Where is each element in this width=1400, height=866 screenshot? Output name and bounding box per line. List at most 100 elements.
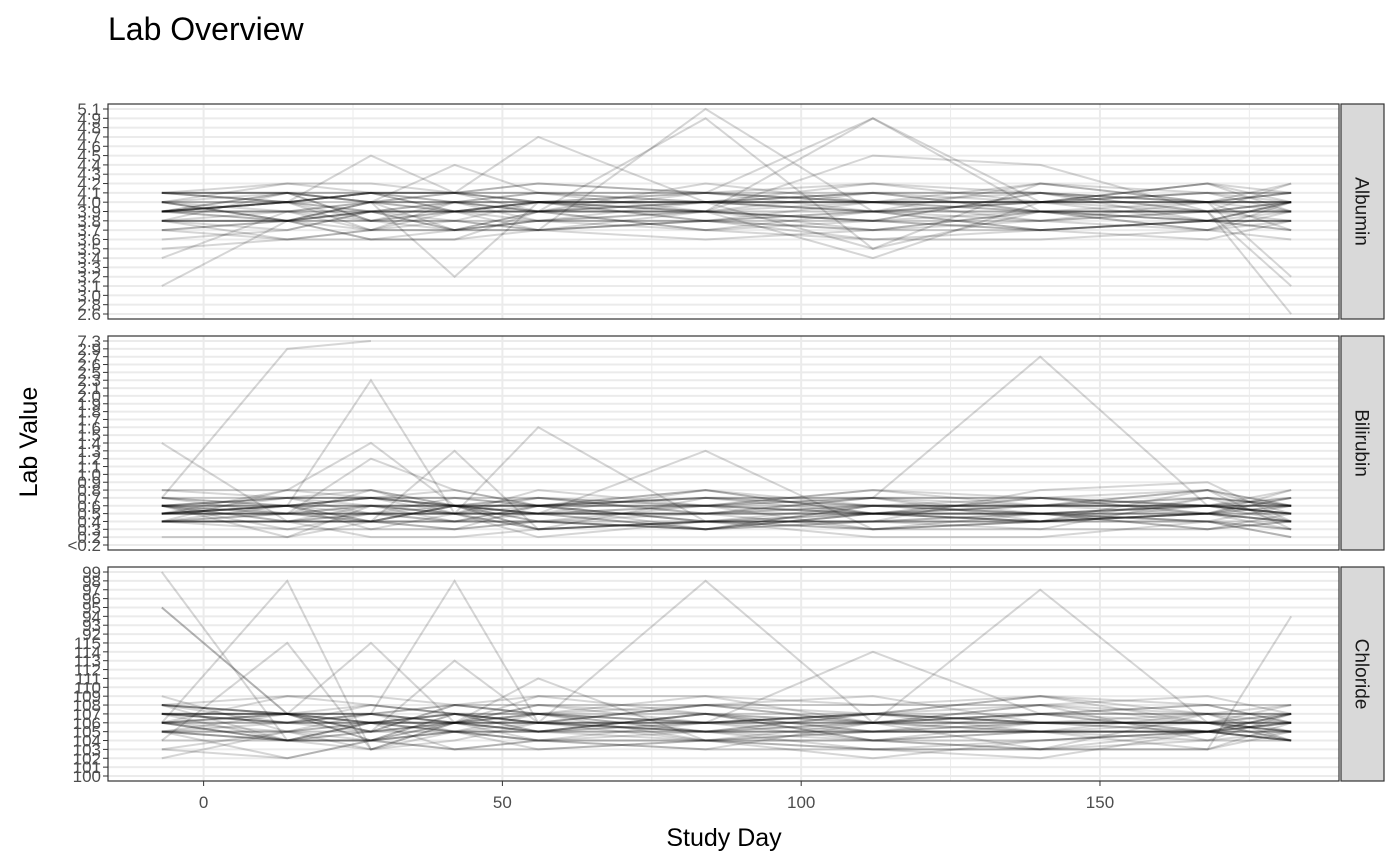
- subject-line: [161, 489, 1292, 507]
- subject-line: [161, 659, 1292, 733]
- panel-border: [107, 335, 1340, 551]
- subject-line: [161, 504, 1292, 531]
- subject-line: [161, 712, 1292, 742]
- subject-line: [161, 704, 1292, 733]
- subject-line: [161, 504, 1292, 531]
- y-tick-label: 3.5: [77, 240, 101, 259]
- subject-line: [161, 449, 1292, 531]
- subject-line: [161, 135, 1292, 287]
- subject-line: [161, 201, 1292, 241]
- y-tick-label: 3.3: [77, 258, 101, 277]
- x-tick-label: 150: [1086, 793, 1114, 812]
- facet-strip-label: Albumin: [1351, 177, 1372, 246]
- subject-line: [161, 712, 1292, 733]
- y-tick-label: 93: [82, 616, 101, 635]
- subject-line: [161, 489, 1292, 515]
- subject-line: [161, 504, 1292, 531]
- subject-line: [161, 191, 1292, 204]
- subject-line: [161, 378, 1292, 523]
- y-tick-label: 4.4: [77, 156, 101, 175]
- facet-strip-label: Chloride: [1351, 639, 1372, 710]
- subject-line: [161, 730, 1292, 742]
- subject-line: [161, 201, 1292, 232]
- y-tick-label: 3.8: [77, 212, 101, 231]
- y-tick-label: 2.5: [77, 363, 101, 382]
- subject-line: [161, 191, 1292, 213]
- subject-line: [161, 704, 1292, 733]
- subject-line: [161, 210, 1292, 232]
- y-tick-label: 0.4: [77, 512, 101, 531]
- subject-line: [161, 107, 1292, 287]
- subject-line: [161, 201, 1292, 232]
- subject-line: [161, 191, 1292, 222]
- facet-strip: [1340, 103, 1385, 320]
- subject-line: [161, 489, 1292, 515]
- x-axis-title: Study Day: [666, 824, 782, 852]
- y-tick-label: 97: [82, 581, 101, 600]
- subject-line: [161, 489, 1292, 515]
- y-tick-label: 92: [82, 625, 101, 644]
- y-tick-label: 1.3: [77, 442, 101, 461]
- y-tick-label: 112: [74, 661, 101, 680]
- subject-line: [161, 712, 1292, 742]
- subject-line: [161, 578, 1292, 733]
- subject-line: [161, 163, 1292, 204]
- subject-line: [161, 489, 1292, 531]
- subject-line: [161, 695, 1292, 742]
- y-tick-label: 0.5: [77, 505, 101, 524]
- y-tick-label: 99: [82, 563, 101, 582]
- x-tick-label: 100: [787, 793, 815, 812]
- y-tick-label: 3.1: [77, 277, 101, 296]
- subject-line: [161, 489, 1292, 507]
- subject-line: [161, 219, 1292, 250]
- subject-line: [161, 117, 1292, 250]
- subject-line: [161, 520, 1292, 539]
- panel-albumin: 2.62.83.03.13.23.33.43.53.63.73.83.94.04…: [77, 100, 1385, 324]
- y-tick-label: 2.7: [77, 348, 101, 367]
- y-tick-label: 113: [74, 652, 101, 671]
- y-tick-label: 1.7: [77, 410, 101, 429]
- y-tick-label: 104: [73, 732, 101, 751]
- panel-background: [108, 567, 1339, 781]
- subject-line: [161, 496, 1292, 515]
- subject-line: [161, 704, 1292, 751]
- y-tick-label: 4.2: [77, 175, 101, 194]
- subject-line: [161, 504, 1292, 531]
- subject-line: [161, 695, 1292, 751]
- subject-line: [161, 704, 1292, 742]
- y-tick-label: 2.8: [77, 296, 101, 315]
- y-tick-label: 2.3: [77, 371, 101, 390]
- y-tick-label: 4.0: [77, 193, 101, 212]
- subject-line: [161, 695, 1292, 724]
- subject-line: [161, 730, 1292, 760]
- subject-line: [161, 579, 1292, 725]
- y-tick-label: 100: [73, 767, 101, 786]
- subject-line: [161, 340, 372, 499]
- subject-line: [161, 201, 1292, 232]
- subject-line: [161, 191, 1292, 222]
- subject-line: [161, 210, 1292, 241]
- y-tick-label: 95: [82, 598, 101, 617]
- facet-strip: [1340, 566, 1385, 782]
- subject-line: [161, 201, 1292, 241]
- y-tick-label: 105: [73, 723, 101, 742]
- y-axis-title: Lab Value: [15, 387, 43, 498]
- y-tick-label: 103: [73, 740, 101, 759]
- y-tick-label: 109: [73, 687, 101, 706]
- y-tick-label: 1.5: [77, 426, 101, 445]
- facet-strip-label: Bilirubin: [1351, 409, 1372, 477]
- y-tick-label: 107: [73, 705, 101, 724]
- subject-line: [161, 496, 1292, 523]
- subject-line: [161, 641, 1292, 751]
- subject-line: [161, 615, 1293, 760]
- panel-bilirubin: <0.20.20.30.40.50.60.70.80.91.01.11.21.3…: [67, 332, 1385, 555]
- subject-line: [161, 712, 1292, 742]
- subject-line: [161, 695, 1292, 724]
- subject-line: [161, 496, 1292, 515]
- subject-line: [161, 210, 1292, 232]
- y-tick-label: 0.2: [77, 528, 101, 547]
- subject-line: [161, 210, 1292, 241]
- y-tick-label: 101: [73, 758, 101, 777]
- subject-line: [161, 191, 1292, 232]
